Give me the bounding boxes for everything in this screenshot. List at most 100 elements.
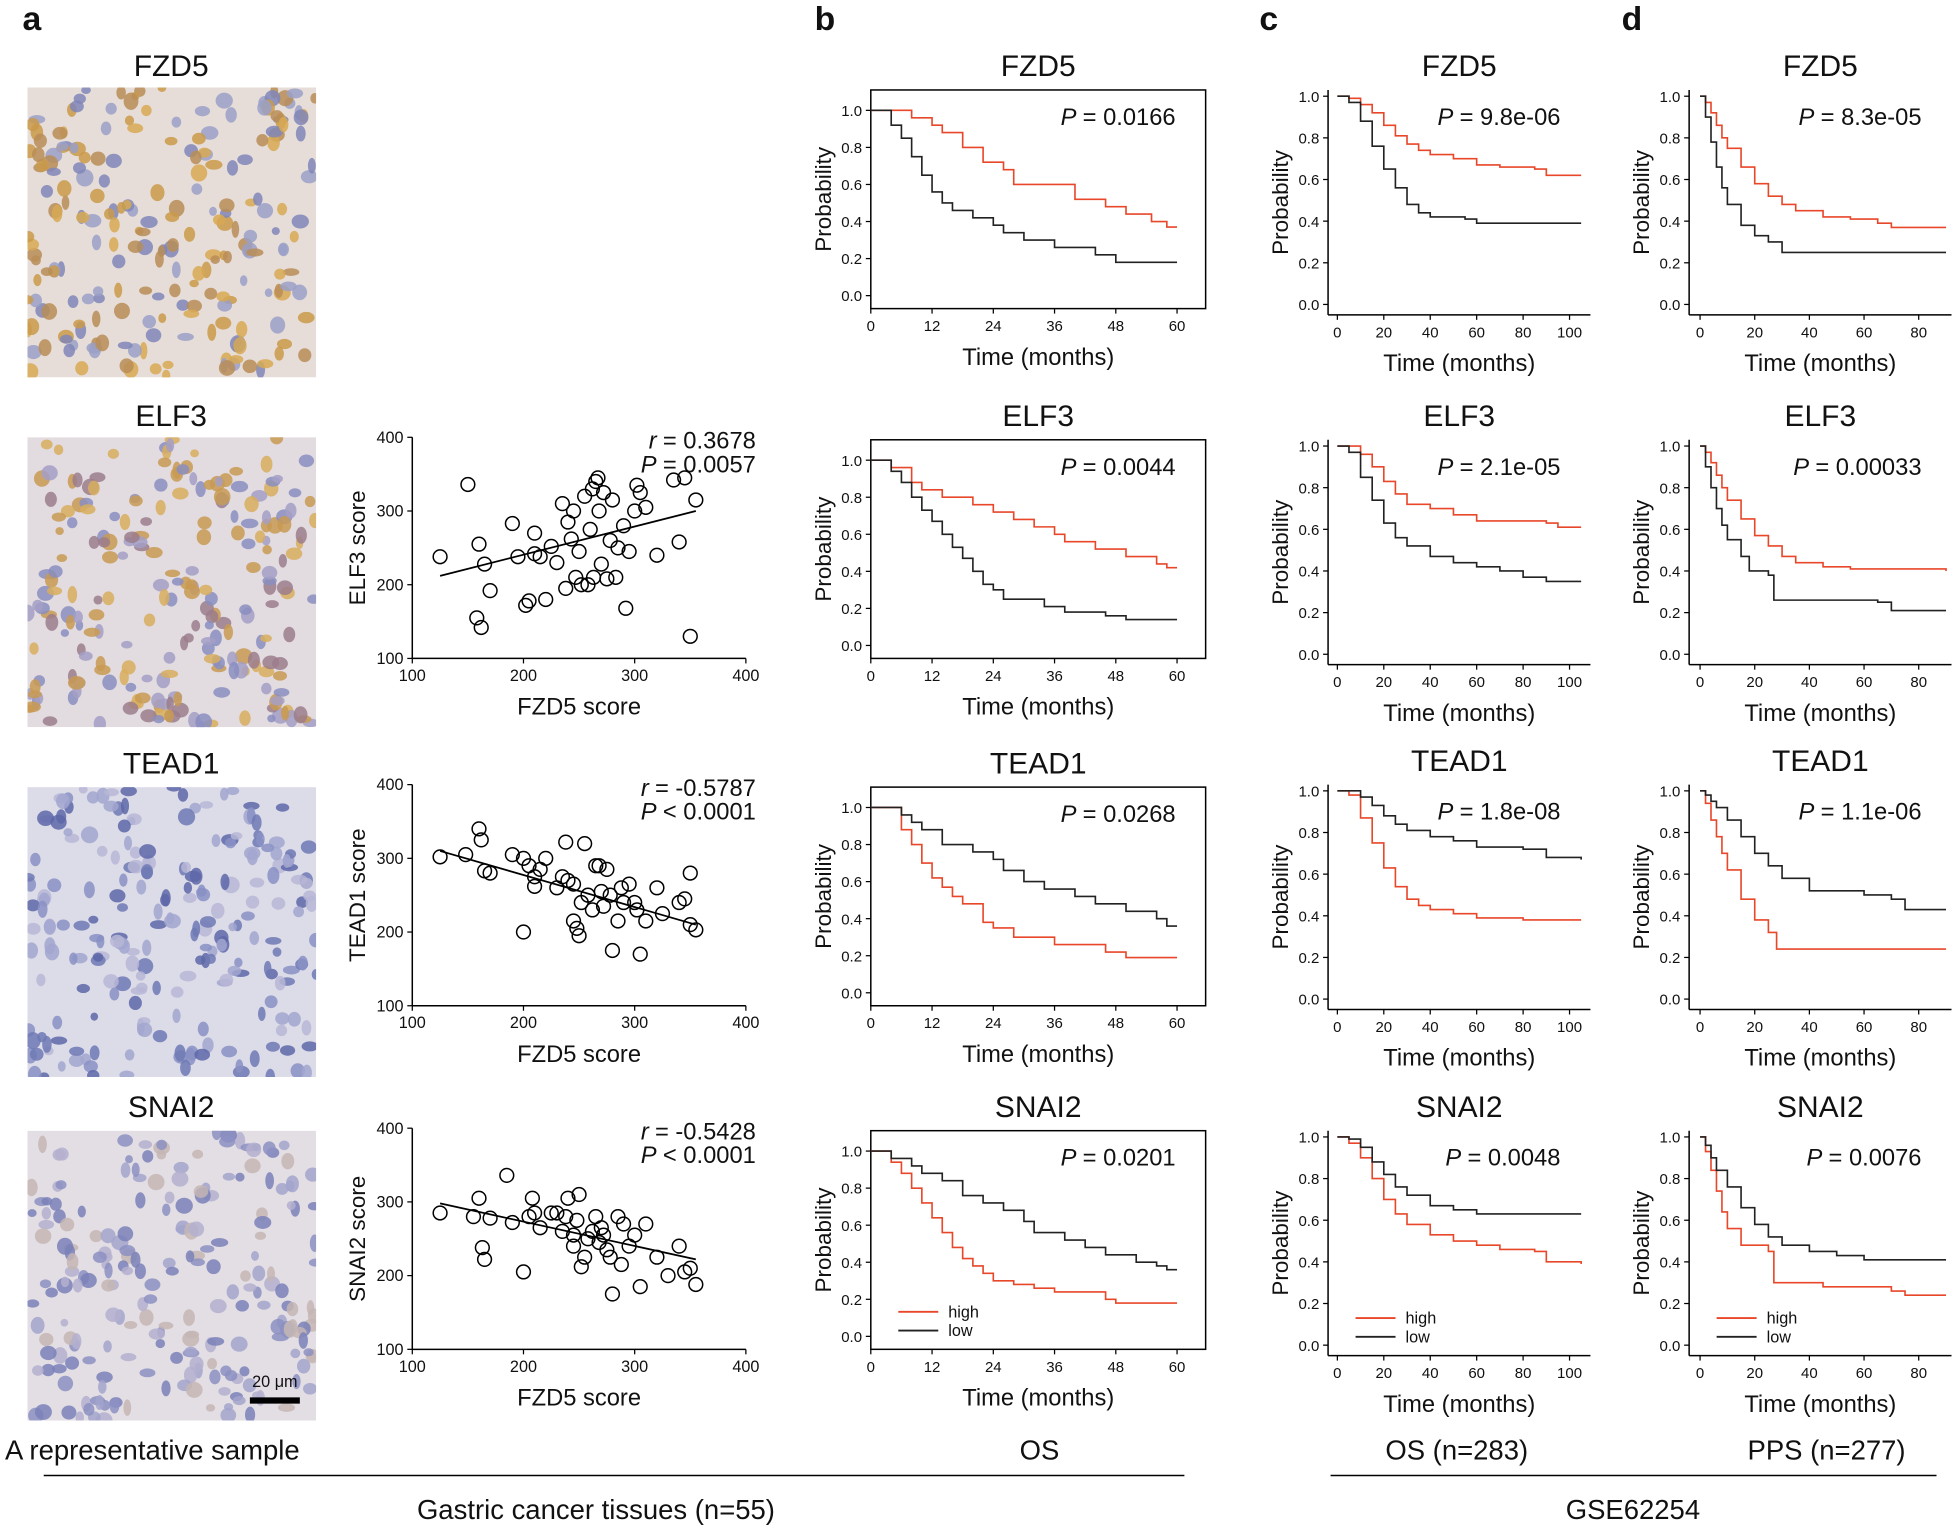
cell bbox=[204, 621, 214, 630]
y-axis-label: Probability bbox=[1268, 844, 1293, 950]
cell bbox=[127, 123, 144, 134]
cell bbox=[242, 1378, 257, 1393]
cell bbox=[230, 1336, 248, 1352]
cell bbox=[104, 1262, 113, 1279]
cell bbox=[171, 1171, 189, 1187]
y-axis-label: Probability bbox=[1268, 149, 1293, 255]
cell bbox=[69, 952, 78, 965]
y-tick-label: 300 bbox=[376, 503, 403, 521]
cell bbox=[91, 234, 102, 251]
cell bbox=[272, 671, 288, 681]
cell bbox=[145, 328, 162, 343]
cell bbox=[38, 1072, 50, 1077]
cell bbox=[172, 487, 189, 500]
cell bbox=[110, 850, 120, 865]
cell bbox=[120, 787, 137, 797]
cell bbox=[45, 613, 59, 631]
x-tick-label: 20 bbox=[1746, 1019, 1763, 1036]
x-tick-label: 20 bbox=[1375, 324, 1392, 341]
cell bbox=[301, 1020, 312, 1036]
cell bbox=[63, 343, 75, 358]
cell bbox=[119, 358, 134, 374]
point bbox=[682, 1260, 698, 1276]
point bbox=[573, 1259, 589, 1275]
cell bbox=[41, 1196, 53, 1206]
y-tick-label: 0.2 bbox=[1660, 1296, 1681, 1313]
y-tick-label: 0.4 bbox=[1660, 564, 1681, 581]
cell bbox=[181, 861, 192, 873]
point bbox=[602, 532, 618, 549]
survival-curve bbox=[1700, 445, 1947, 612]
y-tick-label: 0.2 bbox=[841, 1292, 862, 1309]
point bbox=[615, 518, 632, 534]
cell bbox=[117, 551, 129, 560]
cell bbox=[295, 125, 306, 142]
x-tick-label: 200 bbox=[510, 1014, 537, 1032]
cell bbox=[78, 787, 88, 794]
cell bbox=[51, 204, 63, 223]
cell bbox=[69, 1046, 85, 1056]
cell bbox=[88, 609, 105, 621]
cell bbox=[90, 1012, 99, 1021]
x-axis-label: Time (months) bbox=[1744, 1046, 1896, 1072]
cell bbox=[235, 1172, 245, 1182]
cell bbox=[32, 1365, 44, 1376]
point bbox=[565, 876, 582, 892]
cell bbox=[60, 1276, 70, 1288]
point bbox=[627, 503, 643, 519]
stat-value: = -0.5428 bbox=[655, 1119, 756, 1145]
cell bbox=[171, 116, 182, 128]
cell bbox=[60, 1318, 69, 1327]
cell bbox=[52, 1347, 68, 1364]
cell bbox=[134, 1263, 146, 1280]
cell bbox=[189, 1356, 204, 1372]
point bbox=[621, 543, 637, 560]
cell bbox=[257, 359, 274, 369]
scale-bar-label: 20 μm bbox=[252, 1373, 297, 1391]
cell bbox=[267, 867, 280, 884]
y-tick-label: 0.8 bbox=[1298, 130, 1319, 147]
cell bbox=[134, 692, 151, 704]
caption: OS bbox=[1020, 1434, 1060, 1465]
y-tick-label: 1.0 bbox=[1660, 783, 1681, 800]
cell bbox=[109, 511, 121, 522]
y-tick-label: 1.0 bbox=[1298, 439, 1319, 456]
stat-symbol: P bbox=[641, 800, 657, 826]
stat-value: = 0.0048 bbox=[1467, 1146, 1560, 1172]
cell bbox=[171, 577, 184, 586]
cell bbox=[190, 150, 202, 165]
cell bbox=[164, 709, 174, 723]
cell bbox=[265, 1041, 280, 1052]
y-tick-label: 0.2 bbox=[841, 251, 862, 268]
y-axis-label: Probability bbox=[811, 146, 836, 252]
cell bbox=[117, 819, 131, 833]
cell bbox=[185, 1250, 195, 1263]
x-tick-label: 60 bbox=[1468, 674, 1485, 691]
y-tick-label: 0.8 bbox=[1298, 825, 1319, 842]
cell bbox=[199, 584, 213, 596]
stat-annotation: P = 0.0166 bbox=[1061, 105, 1176, 131]
point bbox=[584, 902, 601, 918]
x-tick-label: 100 bbox=[1557, 674, 1582, 691]
cell bbox=[286, 1301, 299, 1317]
cell bbox=[195, 713, 213, 728]
cell bbox=[102, 551, 118, 564]
cell bbox=[89, 472, 106, 483]
cell bbox=[231, 525, 245, 541]
cell bbox=[215, 92, 233, 109]
cell bbox=[44, 491, 57, 507]
cell bbox=[210, 1238, 229, 1247]
point bbox=[482, 1210, 498, 1226]
cell bbox=[293, 706, 308, 724]
cell bbox=[251, 1250, 259, 1261]
stat-value: = 9.8e-06 bbox=[1460, 105, 1561, 131]
x-tick-label: 100 bbox=[399, 667, 426, 685]
caption: OS (n=283) bbox=[1385, 1434, 1528, 1465]
x-tick-label: 20 bbox=[1746, 324, 1763, 341]
cell bbox=[93, 595, 103, 605]
x-tick-label: 200 bbox=[510, 1358, 537, 1376]
cell bbox=[267, 714, 276, 723]
chart-title: FZD5 bbox=[1422, 50, 1497, 83]
cell bbox=[117, 1134, 133, 1147]
